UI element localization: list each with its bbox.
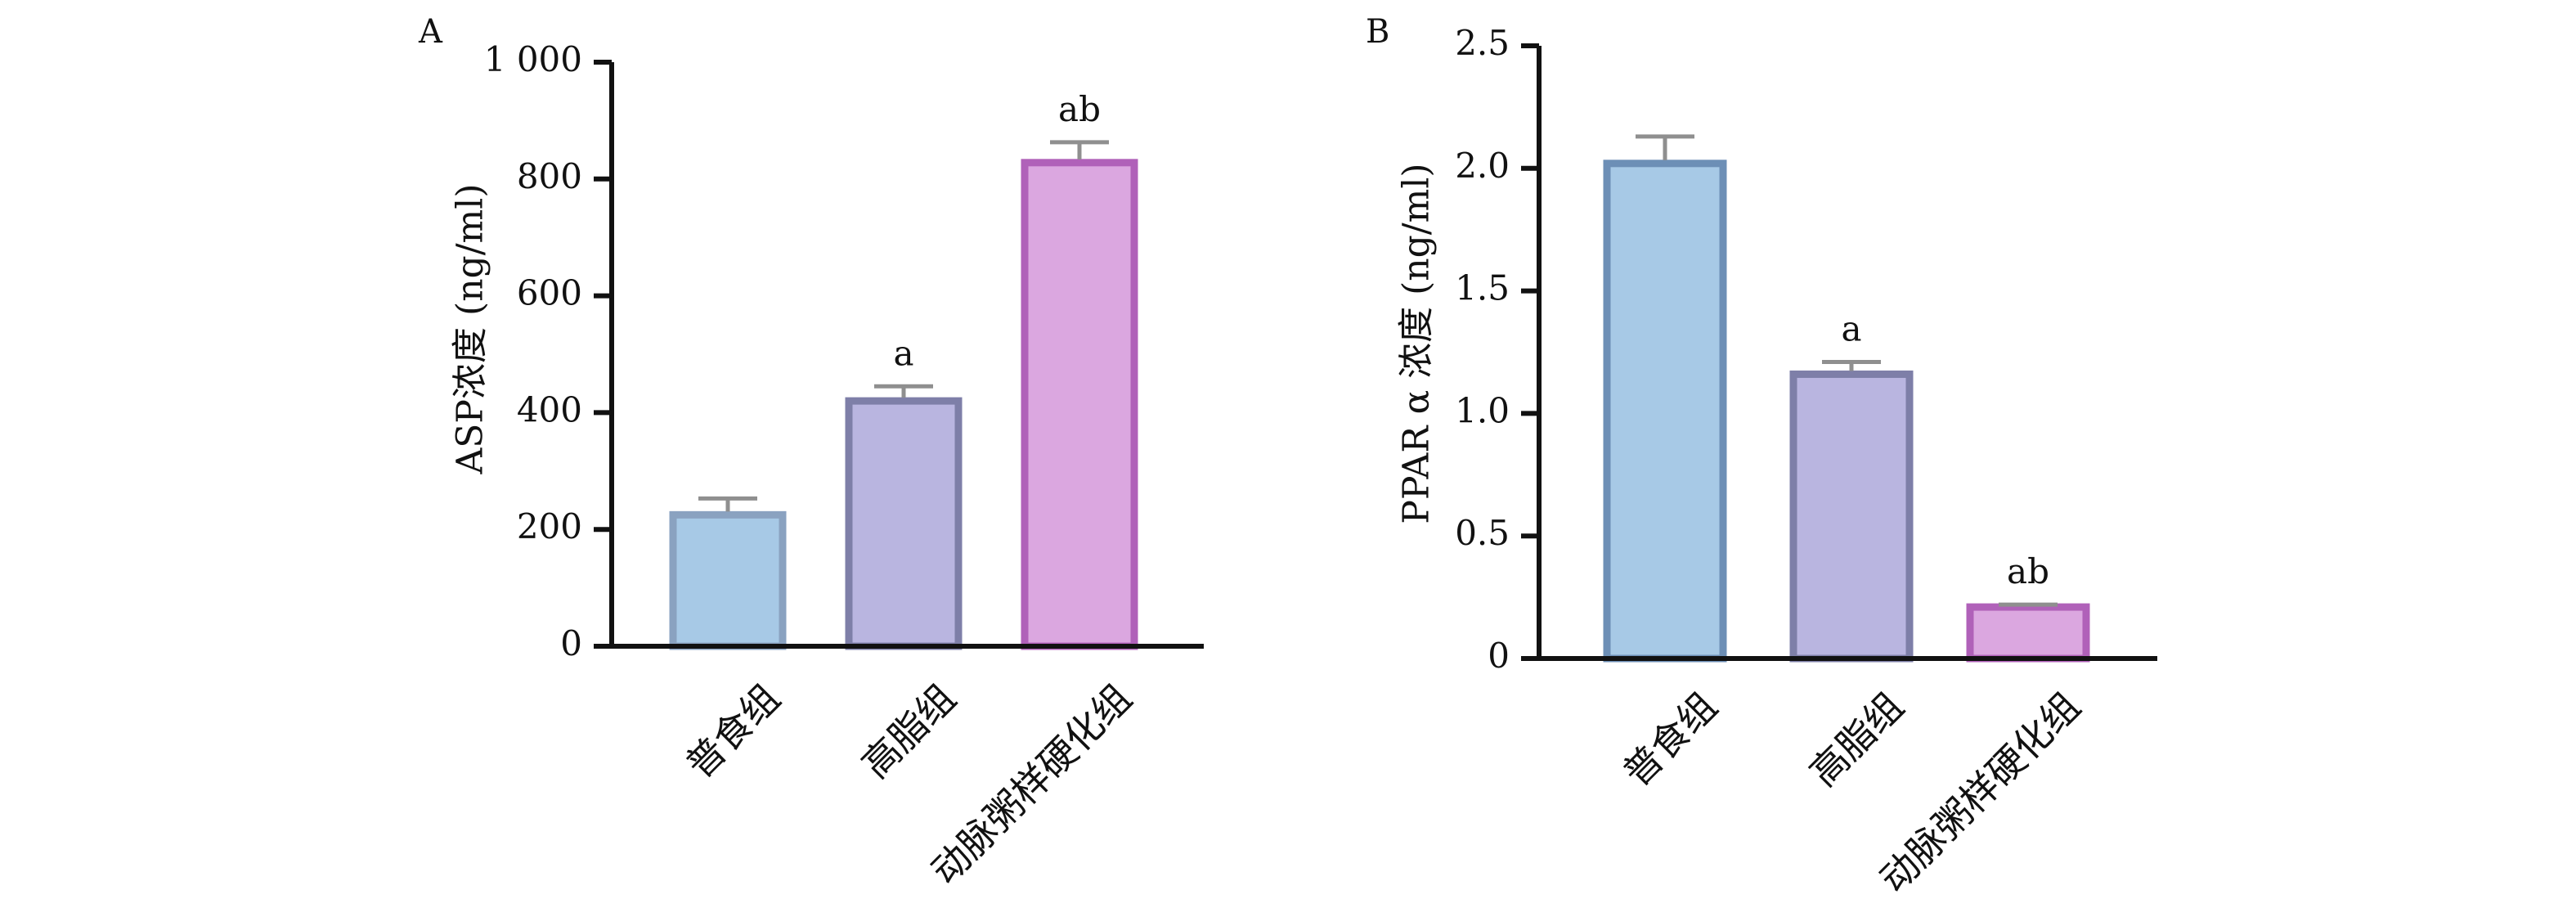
y-axis-label: PPAR α 浓度 (ng/ml): [1396, 163, 1438, 524]
bar: [1966, 603, 2090, 663]
bar: [669, 510, 787, 650]
significance-label: a: [893, 333, 913, 373]
y-tick-label: 0: [1488, 636, 1510, 676]
category-label: 普食组: [677, 676, 788, 787]
panel-label: A: [418, 13, 443, 51]
significance-label: ab: [2007, 551, 2049, 591]
y-tick-label: 1 000: [484, 39, 582, 79]
y-axis-label: ASP浓度 (ng/ml): [450, 184, 491, 475]
significance-label: a: [1841, 308, 1861, 348]
category-label: 高脂组: [853, 676, 964, 787]
category-label: 高脂组: [1801, 684, 1912, 795]
bar: [845, 397, 963, 650]
y-tick-label: 1.0: [1455, 390, 1510, 430]
y-tick-label: 600: [517, 273, 582, 313]
significance-label: ab: [1058, 89, 1101, 129]
y-tick-label: 0: [560, 623, 582, 663]
y-tick-label: 1.5: [1455, 268, 1510, 308]
bar: [1021, 159, 1138, 650]
y-tick-label: 0.5: [1455, 513, 1510, 553]
y-tick-label: 200: [517, 506, 582, 546]
bar: [1789, 370, 1914, 663]
category-label: 普食组: [1614, 684, 1726, 795]
y-tick-label: 2.0: [1455, 146, 1510, 186]
y-tick-label: 400: [517, 389, 582, 429]
y-tick-label: 800: [517, 156, 582, 196]
panel-label: B: [1366, 13, 1389, 51]
bar: [1603, 160, 1727, 663]
y-tick-label: 2.5: [1455, 23, 1510, 63]
